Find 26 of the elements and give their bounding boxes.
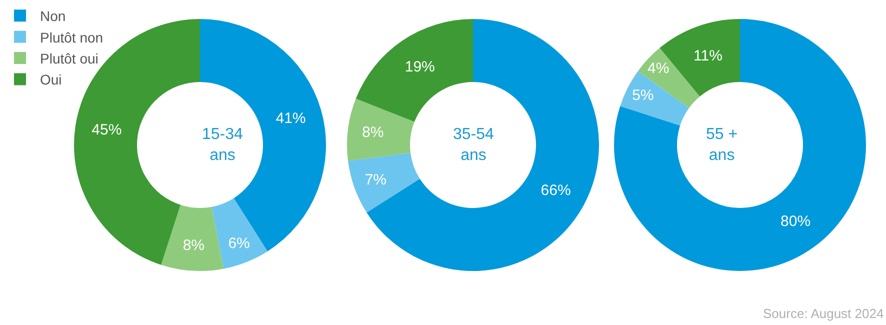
text: 15-34 ans <box>202 126 244 164</box>
data-label: 5% <box>632 87 654 104</box>
data-label: 4% <box>648 60 670 77</box>
legend-label: Plutôt non <box>40 29 104 46</box>
legend-label: Oui <box>40 72 62 88</box>
donut-slice <box>161 204 224 271</box>
data-label: 41% <box>276 110 306 128</box>
source-note: Source: August 2024 <box>763 306 884 321</box>
donut-slice <box>348 152 420 213</box>
data-label: 19% <box>404 58 435 76</box>
data-label: 66% <box>540 182 571 200</box>
legend-label: Non <box>40 8 66 24</box>
data-label: 6% <box>228 235 250 252</box>
donut-slice <box>356 19 473 122</box>
donut-slice <box>347 98 414 161</box>
legend-label: Plutôt oui <box>40 50 98 66</box>
data-label: 11% <box>694 48 722 65</box>
text: 55 + ans <box>706 126 738 164</box>
donut-slice <box>212 198 268 269</box>
data-label: 80% <box>780 212 811 230</box>
donut-slice <box>614 19 866 271</box>
data-label: 7% <box>364 172 387 189</box>
data-label: 8% <box>182 237 205 254</box>
text: 35-54 ans <box>453 126 494 164</box>
data-label: 8% <box>362 124 384 141</box>
data-label: 45% <box>92 122 122 139</box>
